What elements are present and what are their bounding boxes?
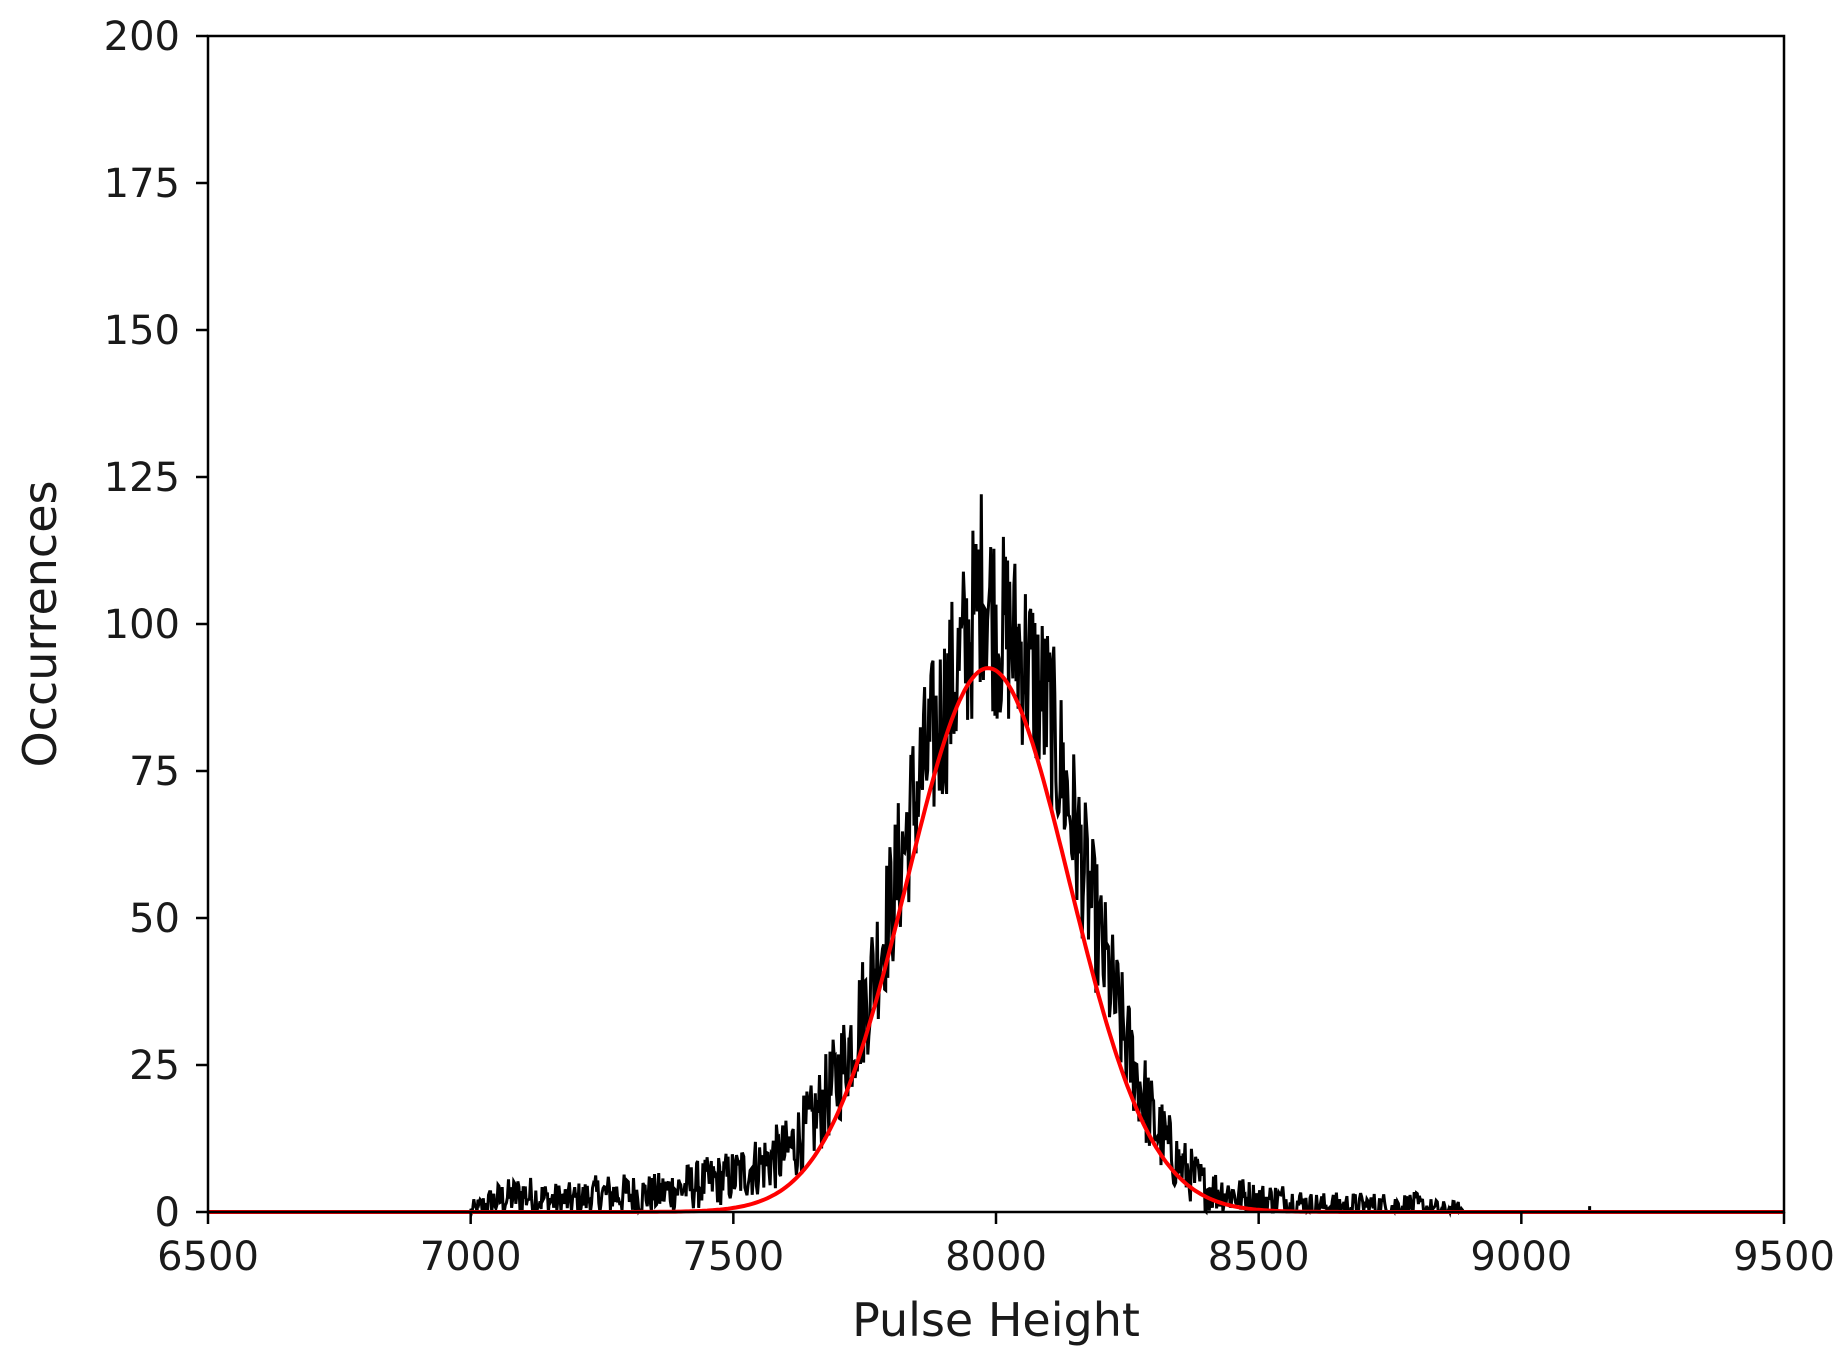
y-tick-label: 25 — [129, 1043, 180, 1089]
x-axis-label: Pulse Height — [852, 1293, 1140, 1347]
x-tick-label: 9500 — [1733, 1234, 1835, 1280]
y-tick-label: 175 — [104, 161, 180, 207]
data-layer — [469, 494, 1592, 1218]
x-tick-label: 7500 — [682, 1234, 784, 1280]
fit-layer — [208, 666, 1784, 1214]
y-tick-label: 150 — [104, 308, 180, 354]
x-tick-label: 7000 — [420, 1234, 522, 1280]
x-tick-label: 9000 — [1470, 1234, 1572, 1280]
x-tick-label: 6500 — [157, 1234, 259, 1280]
y-tick-label: 0 — [155, 1190, 180, 1236]
fit-curve — [208, 666, 1784, 1214]
y-tick-label: 125 — [104, 455, 180, 501]
x-tick-label: 8000 — [945, 1234, 1047, 1280]
y-tick-label: 50 — [129, 896, 180, 942]
x-tick-label: 8500 — [1208, 1234, 1310, 1280]
y-tick-label: 200 — [104, 14, 180, 60]
x-axis-ticks: 6500 7000 7500 8000 8500 9000 9500 — [157, 1212, 1835, 1280]
y-axis-ticks: 0 25 50 75 100 125 150 175 200 — [104, 14, 208, 1236]
y-axis-label: Occurrences — [13, 481, 67, 768]
y-tick-label: 75 — [129, 749, 180, 795]
data-series-line — [469, 494, 1469, 1218]
y-tick-label: 100 — [104, 602, 180, 648]
